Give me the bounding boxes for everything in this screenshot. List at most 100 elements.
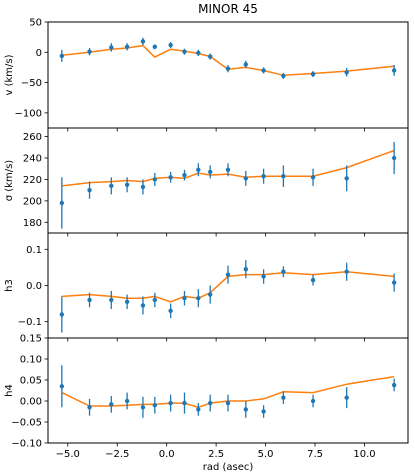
y-tick-label: 0.00 [20, 397, 42, 408]
data-point [310, 277, 316, 283]
data-point [87, 297, 92, 303]
data-point [225, 400, 231, 406]
data-point [140, 184, 146, 190]
data-point [391, 155, 397, 161]
data-point [225, 167, 231, 172]
x-tick-label: 5.0 [258, 449, 274, 460]
data-point [182, 295, 187, 301]
data-point [124, 398, 130, 404]
panel-1: 50 0 −50 −100 v (km/s) [4, 18, 409, 132]
data-point [261, 409, 266, 414]
y-axis-label: h3 [4, 279, 15, 292]
data-point [261, 174, 266, 179]
x-tick-label: 7.5 [307, 449, 323, 460]
data-point [391, 68, 397, 73]
data-point [207, 400, 213, 406]
data-point [59, 384, 65, 389]
x-tick-label: 10.0 [353, 449, 375, 460]
data-point [225, 272, 231, 277]
data-point [391, 280, 397, 285]
data-point [140, 39, 146, 44]
y-tick-label: 240 [23, 154, 42, 165]
chart-title: MINOR 45 [198, 2, 258, 16]
panel-3: 0.1 0.0 −0.1 h3 [4, 232, 409, 342]
data-point [124, 182, 130, 187]
data-point [168, 175, 173, 180]
data-point [243, 407, 249, 412]
data-point [59, 200, 65, 206]
data-point [168, 42, 173, 48]
data-point [124, 299, 130, 304]
data-point [344, 395, 349, 400]
data-point [59, 312, 65, 317]
data-point [168, 400, 173, 406]
data-point [207, 169, 213, 175]
data-point [109, 402, 114, 407]
data-point [152, 297, 158, 303]
data-point [168, 308, 173, 314]
data-point [109, 183, 114, 189]
panel-2: 260 240 220 200 180 σ (km/s) [4, 127, 409, 237]
data-point [182, 172, 187, 178]
data-point [182, 49, 187, 54]
y-tick-label: 0.10 [20, 355, 42, 366]
panel-4: 0.15 0.10 0.05 0.00 −0.05 −0.10 −5.0 −2.5 0.0 2.5… [4, 334, 409, 460]
data-point [59, 53, 65, 59]
panels: 50 0 −50 −100 v (km/s) 260 240 220 200 180 σ (km/s… [4, 18, 409, 460]
data-point [182, 400, 187, 406]
panel-frame [47, 127, 409, 234]
data-point [391, 382, 397, 388]
y-axis-label: v (km/s) [4, 54, 15, 95]
data-point [196, 407, 201, 412]
y-tick-label: −0.05 [11, 418, 42, 429]
data-point [152, 177, 158, 182]
y-tick-label: −0.1 [18, 317, 42, 328]
data-point [196, 295, 201, 301]
data-point [140, 405, 146, 410]
x-tick-label: 2.5 [208, 449, 224, 460]
x-axis-label: rad (asec) [203, 462, 254, 473]
data-point [196, 50, 201, 56]
data-point [281, 395, 286, 400]
data-point [344, 269, 349, 274]
data-point [310, 175, 316, 180]
y-tick-label: −50 [21, 78, 42, 89]
data-point [310, 398, 316, 404]
y-tick-label: 0.0 [26, 281, 42, 292]
data-point [344, 176, 349, 181]
data-point [281, 269, 286, 274]
data-point [87, 187, 92, 193]
data-point [281, 73, 286, 79]
y-tick-label: 0.1 [26, 245, 42, 256]
data-point [152, 44, 158, 50]
panel-frame [47, 232, 409, 339]
panel-frame [47, 337, 409, 444]
y-axis-label: h4 [4, 384, 15, 397]
data-point [243, 62, 249, 67]
y-axis-label: σ (km/s) [4, 160, 15, 202]
data-point [207, 54, 213, 59]
data-point [87, 49, 92, 54]
data-point [344, 70, 349, 75]
data-point [261, 68, 266, 73]
data-point [207, 292, 213, 297]
y-tick-label: −100 [15, 108, 42, 119]
data-point [140, 303, 146, 308]
y-tick-label: 0 [36, 48, 42, 59]
y-tick-label: 0.15 [20, 334, 42, 345]
y-tick-label: 200 [23, 196, 42, 207]
data-point [225, 66, 231, 71]
y-tick-label: 220 [23, 175, 42, 186]
y-tick-label: 0.05 [20, 376, 42, 387]
data-point [124, 44, 130, 50]
data-point [87, 405, 92, 410]
data-point [310, 71, 316, 77]
data-point [152, 403, 158, 408]
data-point [109, 297, 114, 303]
data-point [261, 274, 266, 279]
data-point [243, 267, 249, 272]
y-tick-label: −0.10 [11, 439, 42, 450]
y-tick-label: 260 [23, 132, 42, 143]
panel-frame [47, 21, 409, 129]
